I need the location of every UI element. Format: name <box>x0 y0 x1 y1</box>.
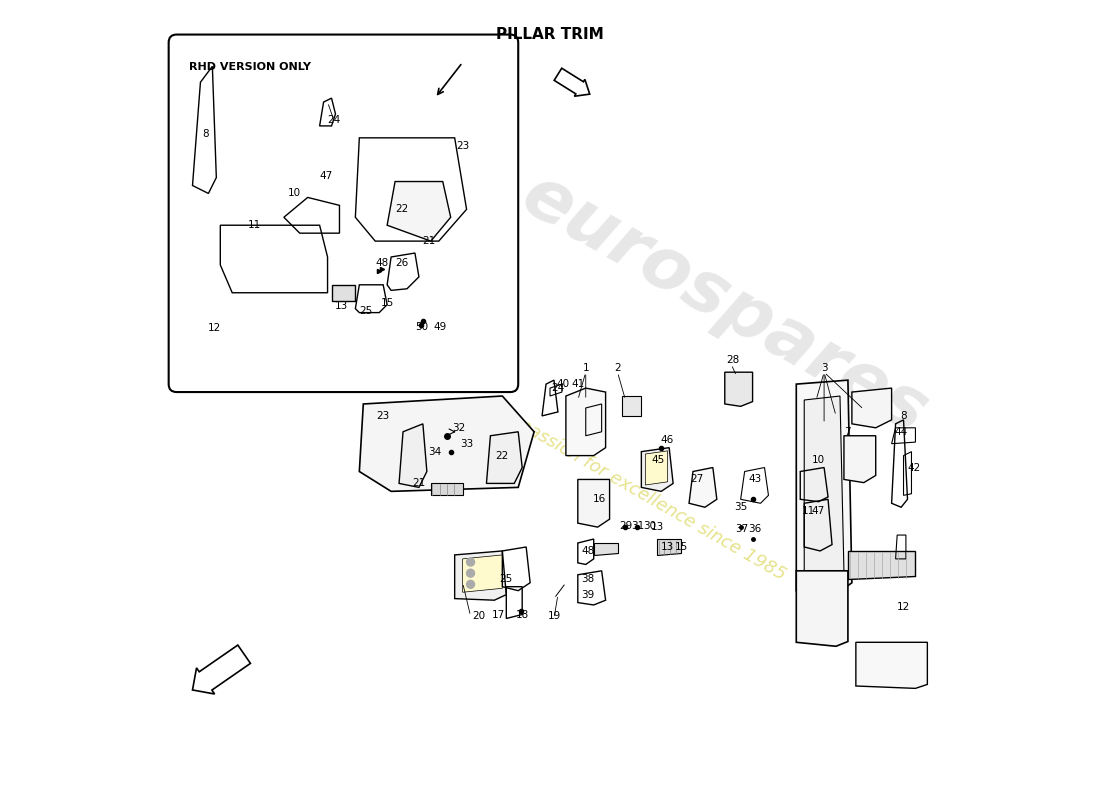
Text: 30: 30 <box>642 521 656 530</box>
Text: 12: 12 <box>896 602 910 611</box>
Text: 20: 20 <box>472 611 485 621</box>
Text: 8: 8 <box>900 411 906 421</box>
Text: 25: 25 <box>359 306 372 316</box>
Text: 13: 13 <box>336 302 349 311</box>
FancyBboxPatch shape <box>168 34 518 392</box>
Text: 21: 21 <box>412 478 426 489</box>
Text: 33: 33 <box>460 438 473 449</box>
FancyArrow shape <box>192 645 251 694</box>
Polygon shape <box>646 451 668 485</box>
Text: 17: 17 <box>492 610 505 619</box>
Text: 38: 38 <box>582 574 595 584</box>
Text: 47: 47 <box>319 171 332 181</box>
Text: PILLAR TRIM: PILLAR TRIM <box>496 26 604 42</box>
Polygon shape <box>856 642 927 688</box>
Text: 22: 22 <box>396 204 409 214</box>
Polygon shape <box>331 285 355 301</box>
Text: 47: 47 <box>812 506 825 516</box>
Text: 28: 28 <box>726 355 739 366</box>
Polygon shape <box>658 539 681 555</box>
Text: 15: 15 <box>381 298 394 308</box>
Text: 43: 43 <box>748 474 761 485</box>
Text: 23: 23 <box>456 141 470 150</box>
Circle shape <box>466 558 474 566</box>
Text: 10: 10 <box>812 454 825 465</box>
Text: 18: 18 <box>516 610 529 619</box>
Polygon shape <box>387 182 451 241</box>
Text: 26: 26 <box>396 258 409 268</box>
Text: a passion for excellence since 1985: a passion for excellence since 1985 <box>502 407 790 584</box>
Polygon shape <box>796 571 848 646</box>
Text: 50: 50 <box>415 322 428 332</box>
Text: 16: 16 <box>593 494 606 504</box>
Text: 10: 10 <box>287 189 300 198</box>
Text: 24: 24 <box>328 115 341 126</box>
Text: 35: 35 <box>734 502 747 512</box>
Text: 15: 15 <box>674 542 688 552</box>
Text: 1: 1 <box>582 363 590 374</box>
Text: 24: 24 <box>551 383 564 393</box>
Text: 8: 8 <box>202 129 209 139</box>
Polygon shape <box>486 432 522 483</box>
Polygon shape <box>851 388 892 428</box>
Text: 48: 48 <box>375 258 388 268</box>
Text: 7: 7 <box>845 426 851 437</box>
Polygon shape <box>725 372 752 406</box>
Text: 29: 29 <box>619 521 632 530</box>
Text: 31: 31 <box>630 521 644 530</box>
Text: 11: 11 <box>802 506 815 516</box>
Polygon shape <box>804 396 844 578</box>
Text: 11: 11 <box>248 220 261 230</box>
Text: 41: 41 <box>571 379 584 389</box>
Polygon shape <box>641 448 673 491</box>
Text: 42: 42 <box>908 462 921 473</box>
Polygon shape <box>848 551 915 578</box>
Text: 39: 39 <box>582 590 595 600</box>
Polygon shape <box>454 551 506 600</box>
Text: 27: 27 <box>691 474 704 485</box>
Text: 34: 34 <box>428 446 441 457</box>
Polygon shape <box>399 424 427 487</box>
Text: 40: 40 <box>557 379 570 389</box>
Text: 21: 21 <box>422 236 436 246</box>
Text: 13: 13 <box>661 542 674 552</box>
Text: 3: 3 <box>821 363 827 374</box>
Text: RHD VERSION ONLY: RHD VERSION ONLY <box>188 62 310 72</box>
Text: 44: 44 <box>894 426 908 437</box>
Text: 36: 36 <box>748 524 761 534</box>
Polygon shape <box>844 436 876 482</box>
Polygon shape <box>796 380 851 594</box>
Polygon shape <box>594 543 617 555</box>
Text: 46: 46 <box>660 434 673 445</box>
Text: eurospares: eurospares <box>509 161 939 449</box>
Circle shape <box>466 570 474 577</box>
Text: 2: 2 <box>614 363 620 374</box>
Polygon shape <box>565 388 606 456</box>
Text: 23: 23 <box>376 411 389 421</box>
FancyArrow shape <box>554 68 590 96</box>
Text: 45: 45 <box>651 454 664 465</box>
Text: 19: 19 <box>548 611 561 621</box>
Text: 49: 49 <box>433 322 447 332</box>
Polygon shape <box>621 396 641 416</box>
Text: 13: 13 <box>650 522 664 532</box>
Polygon shape <box>360 396 535 491</box>
Polygon shape <box>689 467 717 507</box>
Circle shape <box>466 580 474 588</box>
Text: 32: 32 <box>452 423 465 433</box>
Text: 12: 12 <box>208 323 221 334</box>
Polygon shape <box>578 479 609 527</box>
Text: 48: 48 <box>582 546 595 556</box>
Text: 22: 22 <box>496 450 509 461</box>
Polygon shape <box>431 483 463 495</box>
Text: 37: 37 <box>736 524 749 534</box>
Text: 25: 25 <box>499 574 513 584</box>
Polygon shape <box>463 555 503 592</box>
